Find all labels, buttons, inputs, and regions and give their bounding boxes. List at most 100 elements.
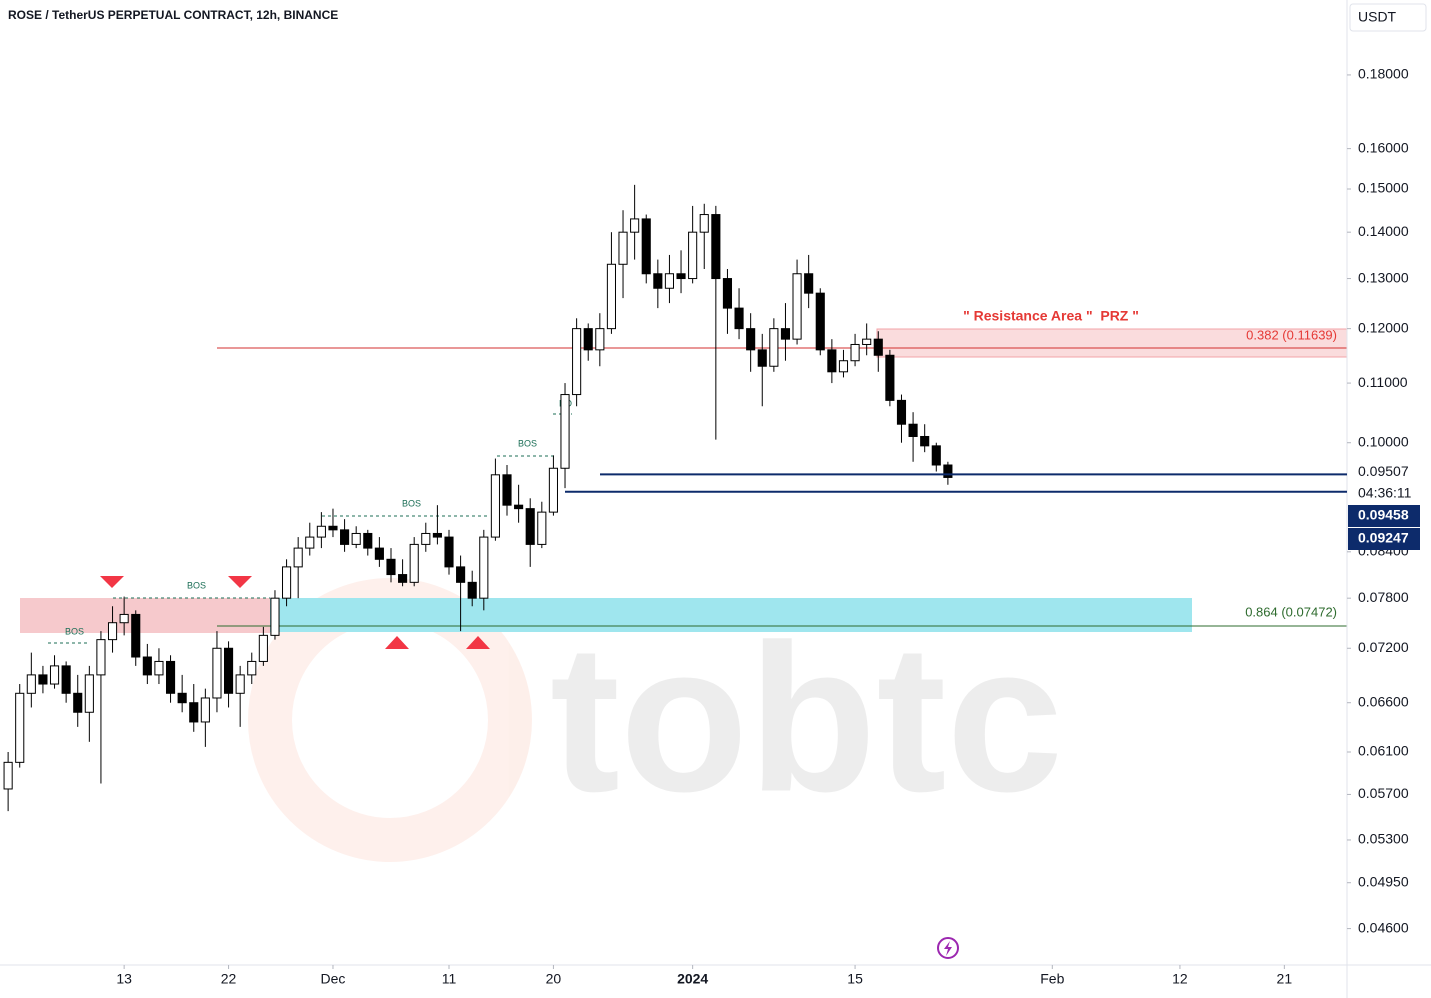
candle-body <box>514 504 524 510</box>
watermark: tobtc <box>248 578 1063 862</box>
candle-body <box>641 218 651 275</box>
candle-body <box>537 511 547 545</box>
candle-body <box>15 692 25 763</box>
candle-body <box>386 558 396 576</box>
candle-body <box>409 543 419 583</box>
candle-body <box>618 231 628 265</box>
candle-body <box>943 464 953 478</box>
candle-body <box>757 349 767 367</box>
candle-body <box>38 674 48 685</box>
candle-body <box>850 343 860 362</box>
candle-body <box>688 231 698 280</box>
watermark-logo <box>248 578 532 862</box>
currency-label[interactable]: USDT <box>1358 9 1397 25</box>
y-tick-label: 0.11000 <box>1358 374 1408 390</box>
candle-body <box>595 328 605 351</box>
candle-body <box>73 692 83 713</box>
candle-body <box>908 423 918 437</box>
candle-body <box>432 532 442 538</box>
candle-body <box>525 508 535 545</box>
y-tick-label: 0.10000 <box>1358 433 1409 449</box>
candle-body <box>699 214 709 233</box>
resistance-zone <box>876 328 1348 358</box>
candle-body <box>107 622 118 641</box>
candle-body <box>119 613 129 624</box>
candle-body <box>792 273 802 340</box>
y-tick-label: 0.05700 <box>1358 785 1409 801</box>
y-tick-label: 0.16000 <box>1358 139 1409 155</box>
y-tick-label: 0.12000 <box>1358 319 1409 335</box>
candle-body <box>548 467 558 513</box>
candle-body <box>769 328 779 367</box>
down-triangle <box>228 576 252 588</box>
candle-body <box>606 263 616 330</box>
x-tick-label: 15 <box>847 971 863 987</box>
fib-label: 0.864 (0.07472) <box>1245 604 1337 619</box>
candle-body <box>862 338 872 345</box>
candle-body <box>490 474 500 538</box>
candle-body <box>838 360 849 373</box>
candle-body <box>374 547 384 560</box>
candle-body <box>212 647 222 699</box>
y-tick-label: 0.04950 <box>1358 873 1409 889</box>
candle-body <box>873 338 883 356</box>
x-tick-label: 11 <box>442 971 457 987</box>
candle-body <box>84 674 94 713</box>
candle-body <box>224 647 234 694</box>
y-tick-label: 0.05300 <box>1358 831 1409 847</box>
price-box <box>1348 528 1420 550</box>
candle-body <box>676 273 686 280</box>
up-triangle <box>466 636 490 649</box>
up-triangle <box>385 636 409 649</box>
candle-body <box>931 445 941 466</box>
price-box <box>1348 505 1420 527</box>
candle-body <box>328 525 338 531</box>
candle-body <box>711 214 721 280</box>
candle-body <box>444 536 454 568</box>
candle-body <box>722 278 733 309</box>
y-tick-label: 0.06600 <box>1358 693 1409 709</box>
candle-body <box>26 674 36 694</box>
candle-body <box>247 660 257 676</box>
candle-body <box>572 328 582 396</box>
y-tick-label: 0.15000 <box>1358 180 1409 196</box>
x-tick-label: 20 <box>546 971 562 987</box>
x-tick-label: 21 <box>1277 971 1293 987</box>
y-tick-label: 0.06100 <box>1358 743 1409 759</box>
candle-body <box>467 581 477 599</box>
candle-body <box>398 574 408 583</box>
currency-button[interactable] <box>1349 3 1427 32</box>
candle-body <box>734 307 744 330</box>
candle-body <box>131 613 141 658</box>
candle-body <box>630 218 640 233</box>
candle-body <box>502 474 512 506</box>
candle-body <box>896 399 907 425</box>
y-tick-label: 0.18000 <box>1358 66 1409 82</box>
candle-body <box>258 634 268 662</box>
candle-body <box>827 349 837 373</box>
y-tick-label: 0.14000 <box>1358 223 1409 239</box>
candle-body <box>282 566 292 599</box>
candle-body <box>920 435 930 447</box>
bos-label: BOS <box>65 626 84 636</box>
candle-body <box>560 394 570 469</box>
support-zone <box>270 598 1192 632</box>
x-tick-label: 12 <box>1172 971 1188 987</box>
x-tick-label: 13 <box>116 971 132 987</box>
candle-body <box>479 536 489 599</box>
price-box-label: 0.09247 <box>1358 530 1409 546</box>
candle-body <box>885 354 895 401</box>
x-tick-label: Feb <box>1040 971 1064 987</box>
candle-body <box>189 702 199 723</box>
bos-label: BOS <box>187 580 206 590</box>
alert-icon <box>937 937 959 959</box>
candle-body <box>270 597 280 636</box>
candle-body <box>421 532 431 545</box>
chart-title: ROSE / TetherUS PERPETUAL CONTRACT, 12h,… <box>8 8 338 22</box>
candle-body <box>3 761 13 790</box>
candle-body <box>235 674 245 694</box>
candle-body <box>154 660 164 676</box>
candle-body <box>340 529 350 545</box>
price-label: 0.09507 <box>1358 463 1409 479</box>
